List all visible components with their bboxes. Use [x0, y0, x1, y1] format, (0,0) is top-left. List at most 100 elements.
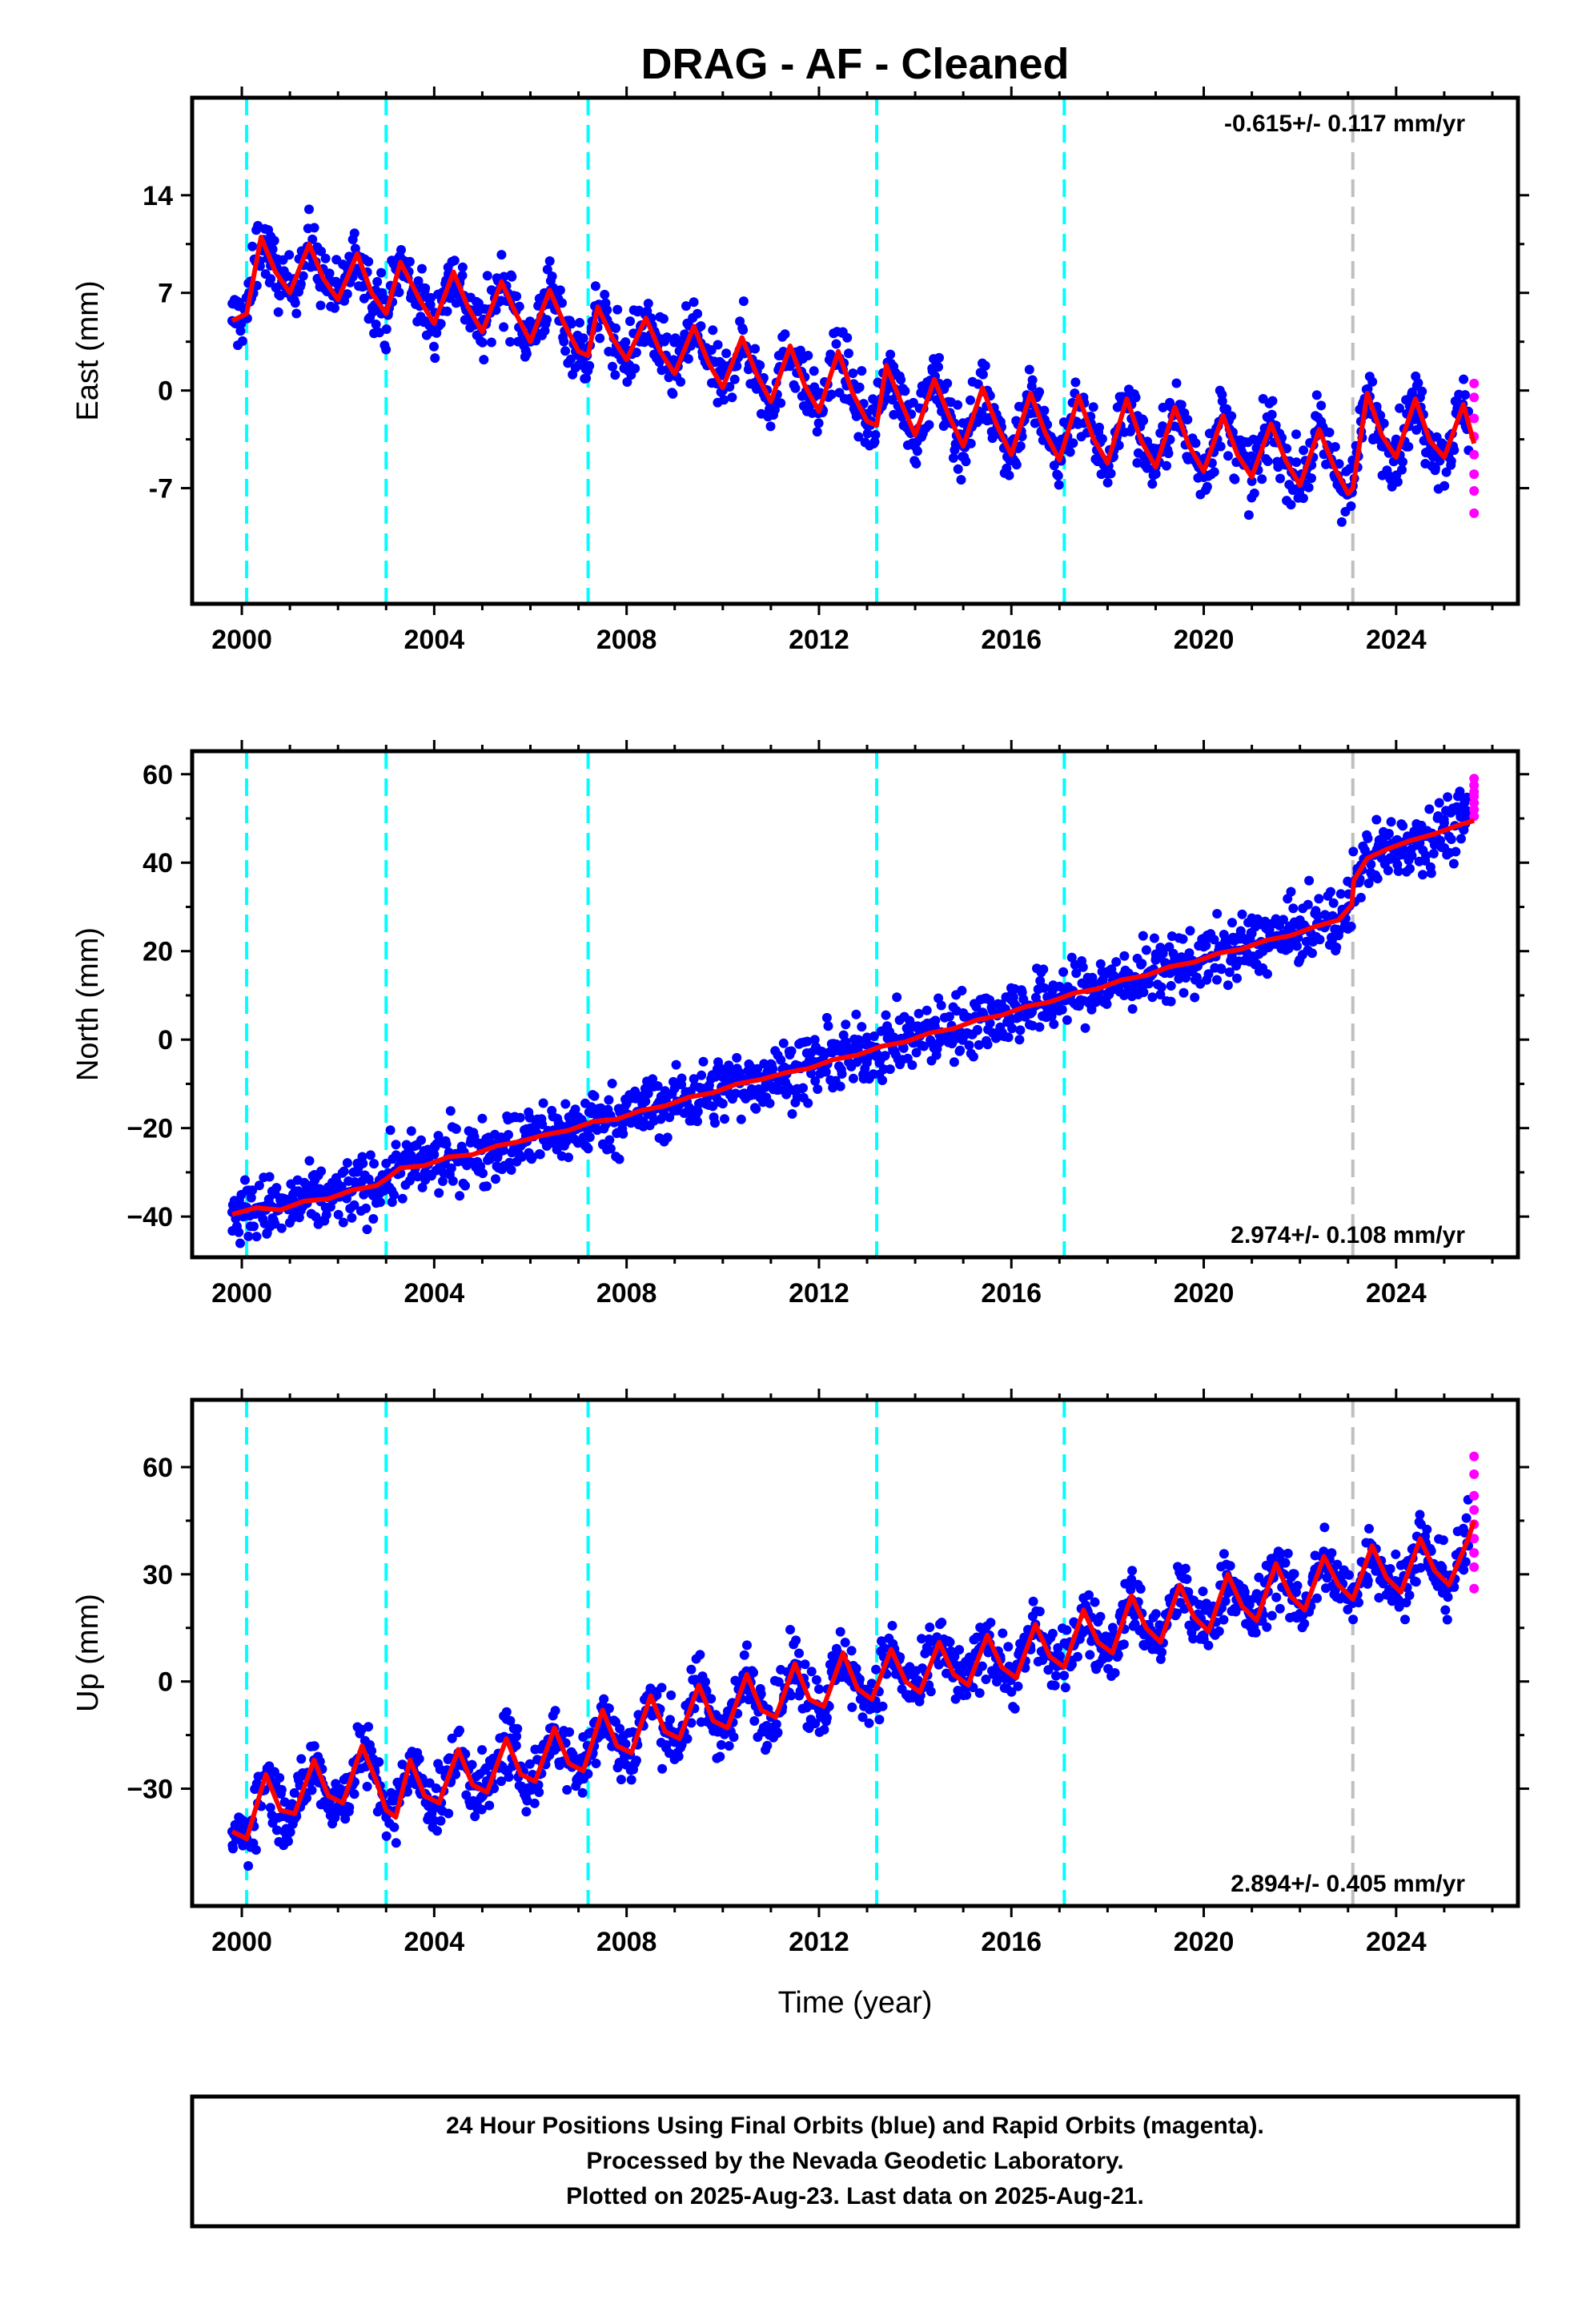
final-orbit-point	[881, 1010, 891, 1020]
final-orbit-point	[706, 1694, 717, 1704]
final-orbit-point	[605, 1144, 616, 1154]
final-orbit-point	[524, 1759, 535, 1769]
plot-frame	[190, 95, 1520, 606]
final-orbit-point	[589, 1091, 600, 1101]
final-orbit-point	[486, 285, 496, 296]
plot-frame	[190, 1397, 1520, 1908]
final-orbit-point	[1312, 911, 1323, 921]
final-orbit-point	[564, 1727, 575, 1737]
final-orbit-point	[732, 1052, 742, 1063]
rapid-orbit-point	[1469, 1583, 1480, 1594]
final-orbit-point	[1062, 1625, 1072, 1635]
final-orbit-point	[467, 1759, 477, 1770]
final-orbit-point	[954, 1645, 965, 1655]
final-orbit-point	[1403, 441, 1414, 452]
final-orbit-point	[1331, 942, 1342, 952]
final-orbit-point	[870, 430, 881, 440]
final-orbit-point	[1219, 1549, 1229, 1559]
y-tick-label: 60	[143, 1453, 173, 1483]
final-orbit-point	[621, 1099, 632, 1109]
final-orbit-point	[961, 456, 971, 467]
final-orbit-point	[1298, 493, 1308, 504]
final-orbit-point	[1418, 870, 1427, 880]
panel-1: 2000 2004 2008 2012 2016 2020 2024 -7 0 7 14 East (…	[71, 86, 1529, 655]
final-orbit-point	[1383, 829, 1394, 838]
final-orbit-point	[247, 241, 258, 251]
final-orbit-point	[753, 1063, 763, 1074]
final-orbit-point	[1346, 921, 1356, 931]
final-orbit-point	[708, 1101, 718, 1112]
final-orbit-point	[247, 1185, 258, 1196]
final-orbit-point	[1006, 995, 1017, 1005]
final-orbit-point	[295, 279, 306, 289]
final-orbit-point	[1230, 474, 1240, 485]
final-orbit-point	[600, 289, 610, 300]
final-orbit-point	[476, 1804, 487, 1815]
final-orbit-point	[710, 1118, 720, 1128]
footer-line-1: 24 Hour Positions Using Final Orbits (bl…	[446, 2113, 1264, 2139]
final-orbit-point	[693, 1107, 703, 1116]
final-orbit-point	[871, 1664, 881, 1675]
final-orbit-point	[1288, 903, 1299, 914]
final-orbit-point	[724, 1741, 734, 1751]
final-orbit-point	[505, 1715, 516, 1726]
final-orbit-point	[1244, 1599, 1255, 1610]
final-orbit-point	[426, 292, 436, 303]
final-orbit-point	[604, 1095, 614, 1105]
final-orbit-point	[643, 1088, 653, 1099]
final-orbit-point	[389, 1190, 400, 1200]
final-orbit-point	[1315, 935, 1325, 945]
final-orbit-point	[291, 308, 302, 319]
final-orbit-point	[1212, 975, 1222, 985]
final-orbit-point	[771, 1719, 781, 1729]
final-orbit-point	[1363, 1575, 1373, 1586]
final-orbit-point	[1070, 377, 1081, 388]
final-orbit-point	[980, 360, 990, 371]
final-orbit-point	[1449, 445, 1460, 455]
final-orbit-point	[1344, 1570, 1354, 1580]
final-orbit-point	[484, 1800, 495, 1811]
final-orbit-point	[1073, 1651, 1082, 1662]
final-orbit-point	[686, 1664, 697, 1675]
final-orbit-point	[1348, 1614, 1359, 1625]
final-orbit-point	[1065, 447, 1075, 457]
final-orbit-point	[387, 1197, 397, 1208]
final-orbit-point	[333, 1209, 343, 1220]
final-orbit-point	[1184, 948, 1195, 959]
final-orbit-point	[823, 1021, 833, 1031]
final-orbit-point	[642, 306, 652, 316]
final-orbit-point	[482, 271, 492, 281]
final-orbit-point	[1111, 957, 1122, 967]
final-orbit-point	[1085, 1650, 1095, 1660]
rapid-orbit-point	[1469, 1451, 1480, 1462]
final-orbit-point	[1050, 1680, 1060, 1691]
final-orbit-point	[966, 438, 976, 448]
final-orbit-point	[416, 1135, 426, 1145]
final-orbit-point	[389, 1822, 400, 1832]
final-orbit-point	[1027, 375, 1038, 385]
final-orbit-point	[564, 1152, 573, 1163]
model-fit-line	[231, 235, 1477, 497]
final-orbit-point	[267, 244, 278, 255]
y-tick-label: 30	[143, 1560, 173, 1590]
final-orbit-point	[917, 1634, 927, 1644]
final-orbit-point	[708, 325, 718, 336]
final-orbit-point	[1280, 1558, 1291, 1568]
final-orbit-point	[1155, 990, 1166, 999]
final-orbit-point	[1424, 804, 1435, 814]
x-tick-label: 2012	[789, 1278, 849, 1309]
final-orbit-point	[1275, 1603, 1285, 1614]
final-orbit-point	[806, 1667, 817, 1677]
final-orbit-point	[841, 1019, 851, 1030]
final-orbit-point	[515, 1112, 525, 1123]
final-orbit-point	[773, 1727, 783, 1738]
final-orbit-point	[857, 1022, 867, 1032]
final-orbit-point	[514, 301, 524, 312]
final-orbit-point	[1449, 1582, 1460, 1592]
final-orbit-point	[420, 283, 431, 293]
final-orbit-point	[985, 995, 995, 1005]
final-orbit-point	[1003, 1032, 1014, 1043]
final-orbit-point	[604, 1135, 615, 1145]
final-orbit-point	[584, 360, 595, 371]
final-orbit-point	[1015, 1025, 1026, 1035]
